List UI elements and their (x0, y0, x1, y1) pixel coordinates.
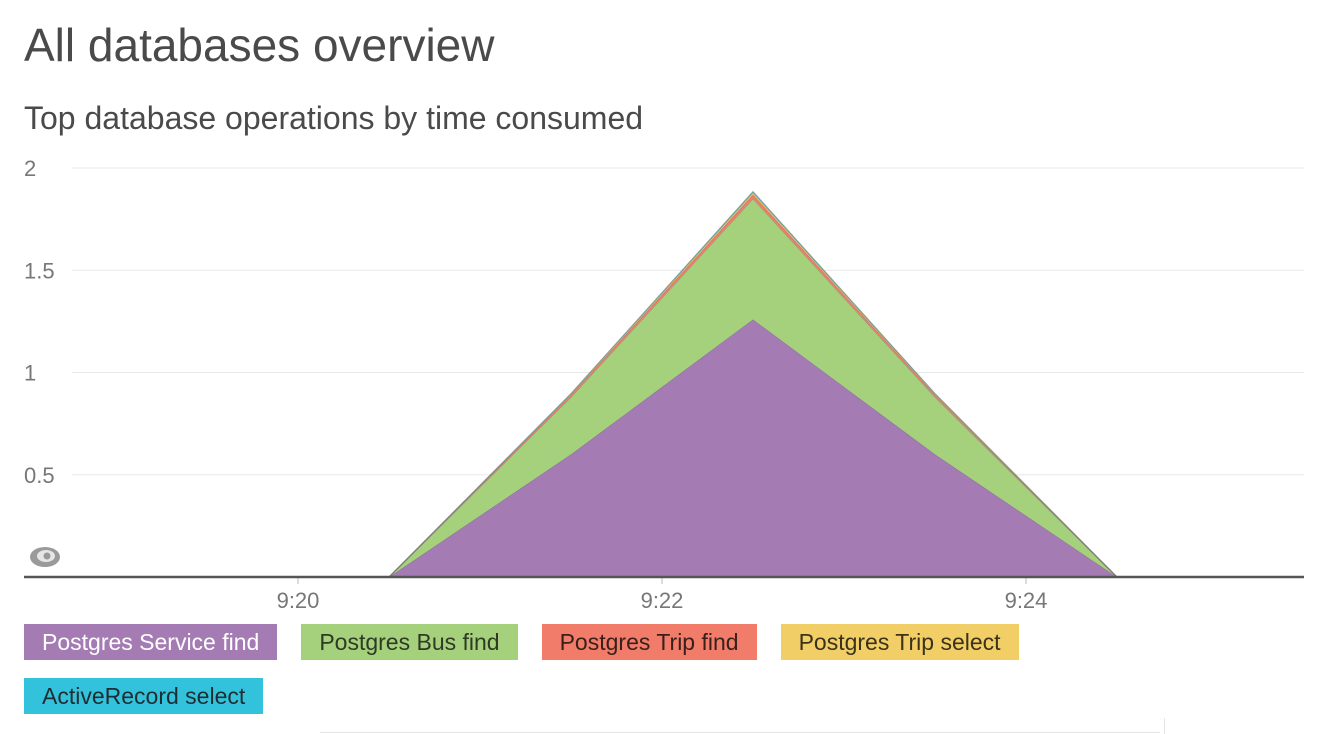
chart-title: Top database operations by time consumed (24, 100, 644, 136)
eye-icon-pupil (43, 552, 51, 560)
series-area-1 (25, 198, 1299, 578)
axes: 0.5 1 1.5 2 9:20 9:22 9:24 (24, 156, 1304, 613)
series-area-0 (25, 319, 1299, 577)
divider (1164, 718, 1305, 734)
x-tick-label: 9:22 (641, 588, 684, 613)
page-title: All databases overview (24, 19, 495, 71)
stacked-area-chart: 0.5 1 1.5 2 9:20 9:22 9:24 (24, 156, 1304, 613)
x-tick-label: 9:24 (1005, 588, 1048, 613)
eye-icon (30, 547, 60, 567)
legend-item-4[interactable]: ActiveRecord select (24, 678, 264, 714)
legend-item-2[interactable]: Postgres Trip find (541, 624, 757, 660)
divider (320, 732, 1160, 733)
legend-item-1[interactable]: Postgres Bus find (301, 624, 518, 660)
x-tick-label: 9:20 (277, 588, 320, 613)
series-areas (25, 190, 1299, 578)
chart-legend: Postgres Service find Postgres Bus find Po… (24, 624, 1124, 714)
y-tick-label: 0.5 (24, 463, 55, 488)
y-tick-label: 1.5 (24, 258, 55, 283)
y-tick-label: 2 (24, 156, 36, 181)
legend-item-0[interactable]: Postgres Service find (24, 624, 278, 660)
legend-item-3[interactable]: Postgres Trip select (780, 624, 1019, 660)
y-tick-label: 1 (24, 361, 36, 386)
